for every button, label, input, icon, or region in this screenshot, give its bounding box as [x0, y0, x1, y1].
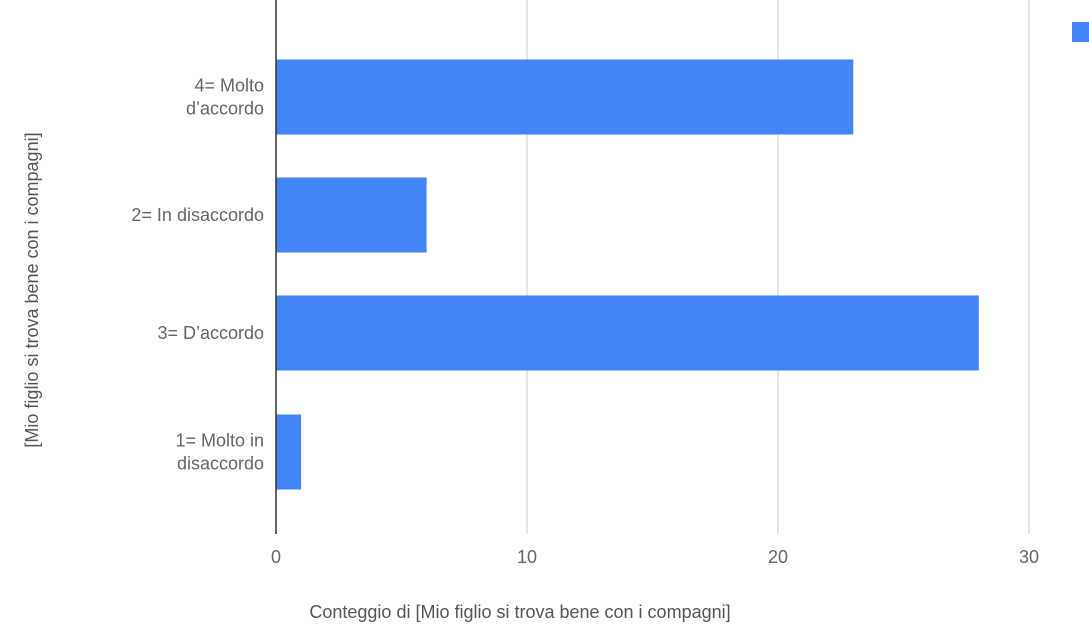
- x-tick-label-0: 0: [271, 547, 281, 567]
- y-axis-title: [Mio figlio si trova bene con i compagni…: [22, 132, 42, 447]
- bar-4: [276, 414, 302, 490]
- x-tick-label-20: 20: [768, 547, 788, 567]
- bar-3: [276, 295, 979, 371]
- legend-swatch: [1072, 22, 1089, 42]
- y-tick-label-3: 3= D’accordo: [157, 323, 264, 343]
- bar-1: [276, 59, 854, 135]
- x-tick-labels: 0 10 20 30: [271, 547, 1039, 567]
- bars: [276, 59, 979, 490]
- y-tick-label-2: 2= In disaccordo: [131, 205, 264, 225]
- x-tick-label-30: 30: [1019, 547, 1039, 567]
- y-tick-labels: 4= Molto d’accordo 2= In disaccordo 3= D’ac…: [131, 76, 264, 474]
- x-tick-label-10: 10: [517, 547, 537, 567]
- y-tick-label-1: 4= Molto d’accordo: [186, 76, 264, 119]
- y-tick-label-4: 1= Molto in disaccordo: [175, 431, 264, 474]
- x-axis-title: Conteggio di [Mio figlio si trova bene c…: [309, 602, 730, 622]
- bar-2: [276, 177, 427, 253]
